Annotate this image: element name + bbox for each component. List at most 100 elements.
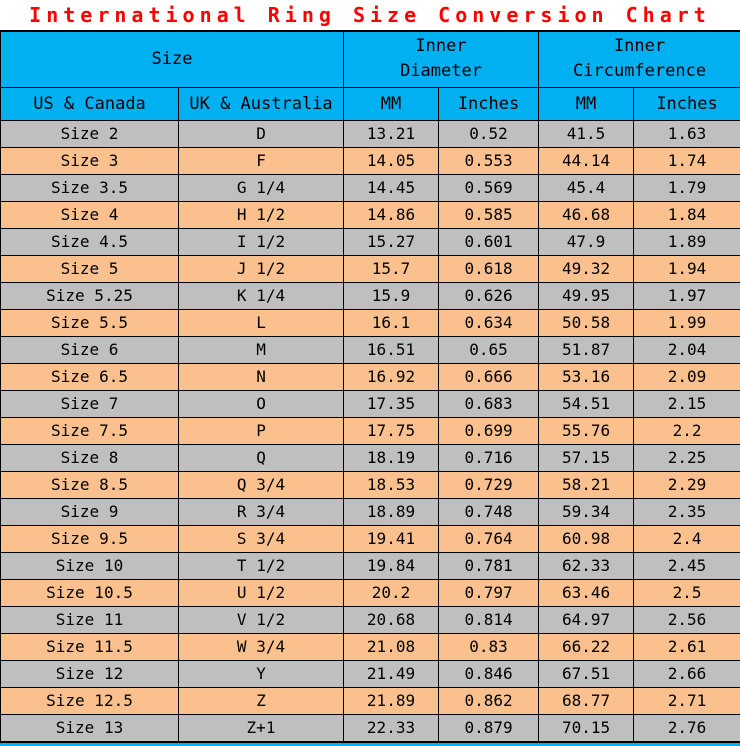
table-cell: 15.9 — [344, 282, 439, 309]
group-header-size-label: Size — [1, 47, 343, 72]
table-cell: 0.626 — [439, 282, 539, 309]
table-cell: 45.4 — [539, 174, 634, 201]
table-cell: 20.68 — [344, 606, 439, 633]
table-cell: 2.76 — [634, 714, 740, 741]
table-cell: Z+1 — [179, 714, 344, 741]
table-cell: Size 9.5 — [1, 525, 179, 552]
table-cell: I 1/2 — [179, 228, 344, 255]
table-cell: 0.797 — [439, 579, 539, 606]
table-cell: 0.65 — [439, 336, 539, 363]
table-cell: 0.846 — [439, 660, 539, 687]
table-cell: 1.63 — [634, 120, 740, 147]
table-cell: Size 3 — [1, 147, 179, 174]
table-cell: 1.94 — [634, 255, 740, 282]
table-cell: 17.75 — [344, 417, 439, 444]
table-cell: Q — [179, 444, 344, 471]
table-cell: 1.99 — [634, 309, 740, 336]
table-cell: 0.569 — [439, 174, 539, 201]
table-cell: 1.74 — [634, 147, 740, 174]
table-cell: Size 7.5 — [1, 417, 179, 444]
table-cell: Size 4.5 — [1, 228, 179, 255]
table-cell: Size 5.25 — [1, 282, 179, 309]
table-cell: Size 3.5 — [1, 174, 179, 201]
table-cell: 16.51 — [344, 336, 439, 363]
group-header-inner-diameter-line1: Inner — [344, 34, 538, 59]
table-cell: 2.66 — [634, 660, 740, 687]
table-cell: 0.553 — [439, 147, 539, 174]
table-cell: 1.97 — [634, 282, 740, 309]
table-cell: Size 11.5 — [1, 633, 179, 660]
table-cell: 57.15 — [539, 444, 634, 471]
table-cell: 18.53 — [344, 471, 439, 498]
column-header-us-canada: US & Canada — [1, 87, 179, 120]
table-cell: 63.46 — [539, 579, 634, 606]
group-header-size: Size — [1, 31, 344, 87]
table-cell: Size 12.5 — [1, 687, 179, 714]
table-cell: M — [179, 336, 344, 363]
table-cell: 2.45 — [634, 552, 740, 579]
table-cell: 16.1 — [344, 309, 439, 336]
group-header-row: Size Inner Diameter Inner Circumference — [1, 31, 740, 87]
group-header-inner-circumference: Inner Circumference — [539, 31, 740, 87]
table-cell: 0.83 — [439, 633, 539, 660]
table-cell: 49.32 — [539, 255, 634, 282]
table-cell: 0.862 — [439, 687, 539, 714]
table-cell: 16.92 — [344, 363, 439, 390]
column-header-diameter-inches: Inches — [439, 87, 539, 120]
table-cell: L — [179, 309, 344, 336]
table-cell: 2.25 — [634, 444, 740, 471]
table-cell: S 3/4 — [179, 525, 344, 552]
table-cell: 0.764 — [439, 525, 539, 552]
table-cell: 0.699 — [439, 417, 539, 444]
table-cell: Size 5.5 — [1, 309, 179, 336]
table-cell: 20.2 — [344, 579, 439, 606]
table-cell: 41.5 — [539, 120, 634, 147]
table-cell: Size 6.5 — [1, 363, 179, 390]
table-cell: 15.27 — [344, 228, 439, 255]
table-cell: 21.89 — [344, 687, 439, 714]
page-title: International Ring Size Conversion Chart — [0, 0, 740, 30]
table-cell: 0.716 — [439, 444, 539, 471]
table-cell: 0.729 — [439, 471, 539, 498]
table-cell: 2.15 — [634, 390, 740, 417]
table-cell: V 1/2 — [179, 606, 344, 633]
table-cell: 0.879 — [439, 714, 539, 741]
table-cell: 2.2 — [634, 417, 740, 444]
table-cell: W 3/4 — [179, 633, 344, 660]
column-header-uk-australia: UK & Australia — [179, 87, 344, 120]
table-cell: Y — [179, 660, 344, 687]
table-header: Size Inner Diameter Inner Circumference … — [1, 31, 740, 120]
table-cell: 14.86 — [344, 201, 439, 228]
table-cell: 2.56 — [634, 606, 740, 633]
table-cell: 17.35 — [344, 390, 439, 417]
table-cell: 0.781 — [439, 552, 539, 579]
table-cell: 68.77 — [539, 687, 634, 714]
table-cell: 2.61 — [634, 633, 740, 660]
table-cell: Size 12 — [1, 660, 179, 687]
table-cell: Size 8.5 — [1, 471, 179, 498]
table-cell: 19.84 — [344, 552, 439, 579]
table-cell: T 1/2 — [179, 552, 344, 579]
table-cell: Size 9 — [1, 498, 179, 525]
table-cell: 0.748 — [439, 498, 539, 525]
table-cell: 67.51 — [539, 660, 634, 687]
table-cell: 22.33 — [344, 714, 439, 741]
table-cell: 50.58 — [539, 309, 634, 336]
table-cell: 0.585 — [439, 201, 539, 228]
table-cell: 47.9 — [539, 228, 634, 255]
